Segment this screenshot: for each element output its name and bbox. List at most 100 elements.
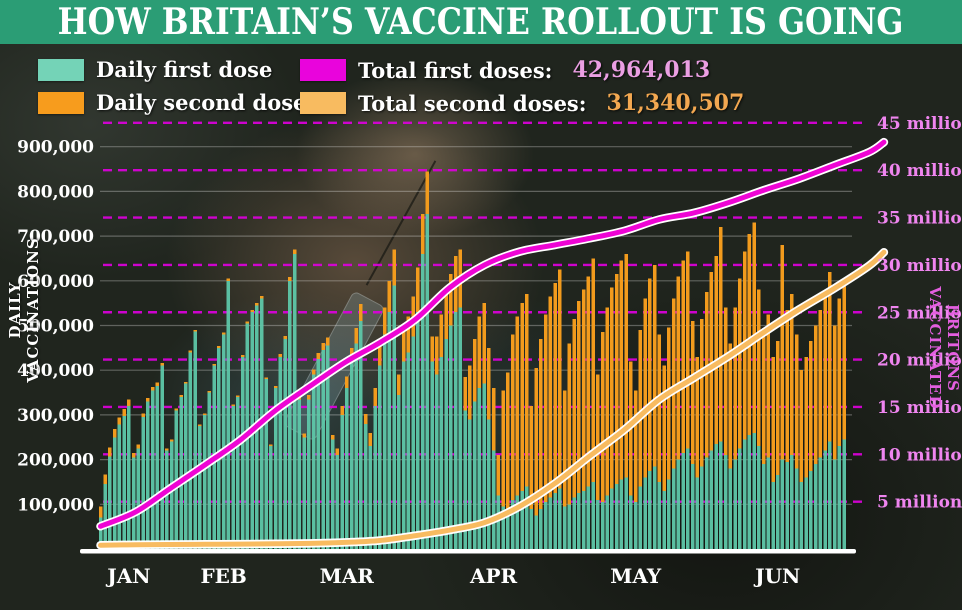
bar-daily-first-dose <box>506 511 510 549</box>
bar-daily-first-dose <box>326 345 330 549</box>
right-axis-tick: 40 million <box>877 161 962 181</box>
bar-daily-first-dose <box>624 477 628 549</box>
bar-daily-first-dose <box>605 495 610 549</box>
bar-daily-second-dose <box>183 381 188 384</box>
bar-daily-second-dose <box>610 287 614 489</box>
bar-daily-second-dose <box>245 321 250 324</box>
bar-daily-second-dose <box>160 363 164 366</box>
bar-daily-first-dose <box>349 361 354 549</box>
bar-daily-first-dose <box>714 443 718 549</box>
bar-daily-second-dose <box>558 269 562 489</box>
bar-daily-second-dose <box>316 352 321 360</box>
total-second-doses-label: Total second doses: <box>358 90 587 116</box>
bar-daily-second-dose <box>392 249 396 286</box>
bar-daily-first-dose <box>482 383 486 549</box>
bar-daily-first-dose <box>463 410 467 549</box>
bar-daily-first-dose <box>548 497 553 549</box>
bar-daily-second-dose <box>425 171 430 214</box>
bar-daily-second-dose <box>264 377 269 380</box>
bar-daily-second-dose <box>752 222 756 433</box>
bar-daily-first-dose <box>553 493 557 549</box>
bar-daily-first-dose <box>472 401 477 549</box>
bar-daily-second-dose <box>117 417 122 425</box>
month-label-may: MAY <box>610 564 662 588</box>
bar-daily-second-dose <box>406 316 411 353</box>
total-first-doses-label: Total first doses: <box>358 57 553 83</box>
left-axis-tick: 600,000 <box>17 272 94 292</box>
right-axis-tick: 15 million <box>877 398 962 418</box>
bar-daily-second-dose <box>548 296 553 498</box>
bar-daily-second-dose <box>269 444 273 447</box>
bar-daily-first-dose <box>742 439 747 549</box>
bar-daily-second-dose <box>671 298 676 469</box>
bar-daily-second-dose <box>515 316 520 496</box>
bar-daily-first-dose <box>567 504 572 549</box>
bar-daily-first-dose <box>416 312 420 549</box>
bar-daily-first-dose <box>468 419 472 549</box>
bar-daily-first-dose <box>520 490 524 549</box>
bar-daily-first-dose <box>676 459 681 549</box>
bar-daily-first-dose <box>633 502 638 549</box>
bar-daily-first-dose <box>122 415 126 549</box>
bar-daily-first-dose <box>359 321 363 549</box>
bar-daily-second-dose <box>790 294 794 456</box>
bar-daily-second-dose <box>236 395 240 398</box>
bar-daily-first-dose <box>728 468 733 549</box>
bar-daily-second-dose <box>198 424 202 427</box>
bar-daily-first-dose <box>671 468 676 549</box>
bar-daily-first-dose <box>529 508 534 549</box>
bar-daily-second-dose <box>363 414 368 424</box>
total-first-doses-value: 42,964,013 <box>572 57 711 83</box>
right-axis-tick: 5 million <box>877 493 962 513</box>
bar-daily-second-dose <box>723 307 728 456</box>
bar-daily-second-dose <box>700 318 704 467</box>
bar-daily-second-dose <box>591 258 595 482</box>
bar-daily-first-dose <box>719 441 723 549</box>
bar-daily-second-dose <box>747 233 752 436</box>
bar-daily-second-dose <box>373 388 377 406</box>
bar-daily-first-dose <box>700 466 704 549</box>
bar-daily-second-dose <box>146 397 150 402</box>
month-label-apr: APR <box>469 564 518 588</box>
bar-daily-first-dose <box>363 423 368 549</box>
bar-daily-first-dose <box>577 493 581 549</box>
bar-daily-first-dose <box>453 312 458 549</box>
bar-daily-first-dose <box>302 437 306 549</box>
bar-daily-second-dose <box>416 267 420 313</box>
bar-daily-second-dose <box>387 280 392 313</box>
bar-daily-second-dose <box>212 363 216 366</box>
bar-daily-first-dose <box>382 334 387 549</box>
bar-daily-first-dose <box>307 399 311 549</box>
bar-daily-first-dose <box>354 343 358 549</box>
bar-daily-first-dose <box>667 479 671 549</box>
bar-daily-second-dose <box>818 309 823 458</box>
total-first-doses-swatch <box>300 59 346 81</box>
bar-daily-second-dose <box>401 329 406 362</box>
right-axis-tick: 10 million <box>877 445 962 465</box>
left-axis-title: DAILY VACCINATIONS <box>6 237 42 383</box>
right-axis-tick: 30 million <box>877 256 962 276</box>
bar-daily-second-dose <box>150 387 155 391</box>
bar-daily-second-dose <box>553 283 557 494</box>
bar-daily-first-dose <box>193 331 197 549</box>
left-axis-tick: 800,000 <box>17 182 94 202</box>
bar-daily-first-dose <box>832 459 837 549</box>
bar-daily-first-dose <box>231 405 235 549</box>
bar-daily-second-dose <box>477 316 482 389</box>
bar-daily-first-dose <box>458 307 463 549</box>
bar-daily-second-dose <box>311 369 316 375</box>
bar-daily-first-dose <box>733 459 737 549</box>
bar-daily-second-dose <box>103 474 107 485</box>
bar-daily-first-dose <box>169 441 174 549</box>
bar-daily-second-dose <box>188 350 193 353</box>
bar-daily-second-dose <box>496 455 501 496</box>
bar-daily-second-dose <box>435 336 439 375</box>
bar-daily-second-dose <box>131 452 136 458</box>
daily-second-dose-swatch <box>38 91 84 114</box>
bar-daily-first-dose <box>809 470 813 549</box>
bar-daily-second-dose <box>330 435 335 440</box>
bar-daily-first-dose <box>435 374 439 549</box>
bar-daily-first-dose <box>813 464 818 549</box>
bar-daily-second-dose <box>676 276 681 460</box>
bar-daily-second-dose <box>624 253 628 478</box>
